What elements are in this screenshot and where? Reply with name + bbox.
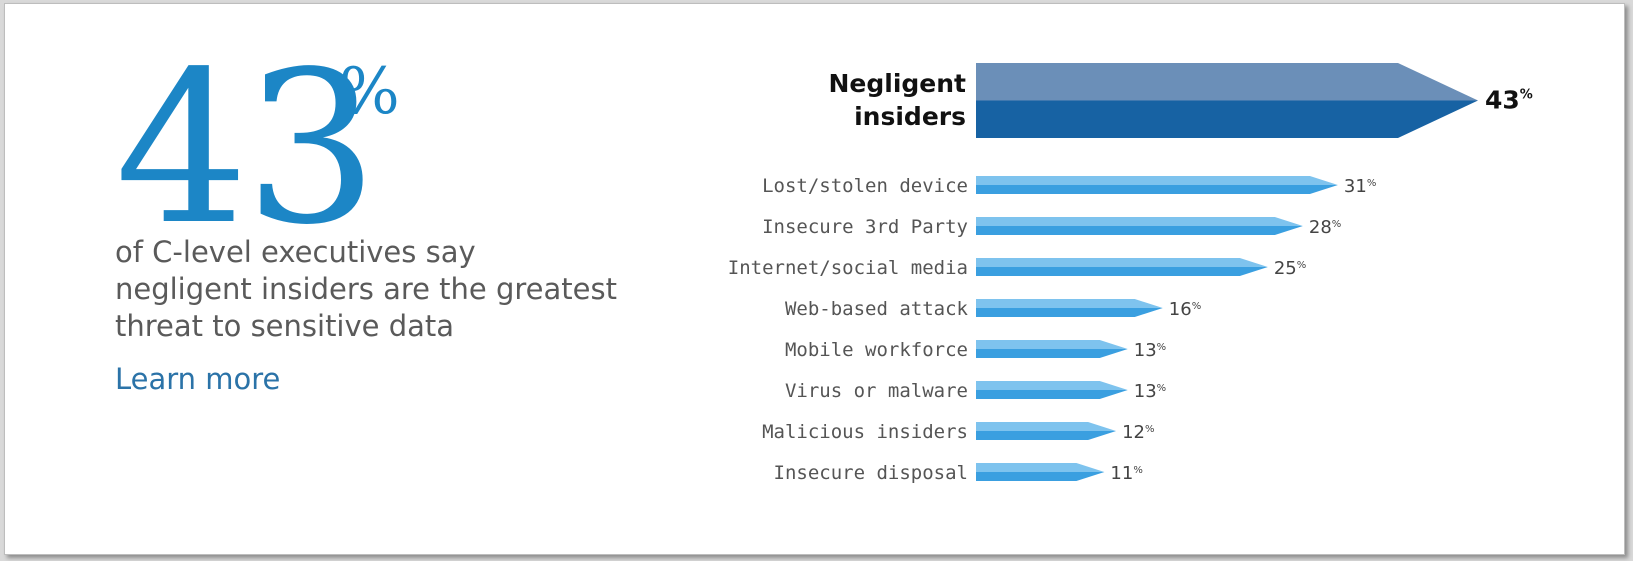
value-label: 12% bbox=[1122, 422, 1154, 443]
caption-line: of C-level executives say bbox=[115, 235, 476, 269]
category-label: Mobile workforce bbox=[785, 339, 968, 361]
bar bbox=[976, 340, 1128, 358]
value-label: 13% bbox=[1134, 381, 1166, 402]
category-label: Internet/social media bbox=[728, 257, 968, 279]
bar-top bbox=[976, 463, 1105, 472]
infographic-panel: 43 % of C-level executives say negligent… bbox=[4, 3, 1625, 555]
bar-highlight bbox=[976, 63, 1478, 138]
value-label: 11% bbox=[1110, 463, 1142, 484]
bar-top bbox=[976, 340, 1128, 349]
bar-top bbox=[976, 422, 1117, 431]
bar-top bbox=[976, 258, 1268, 267]
value-label: 16% bbox=[1169, 299, 1201, 320]
bar bbox=[976, 217, 1303, 235]
bar-bottom bbox=[976, 472, 1105, 481]
bar-bottom bbox=[976, 431, 1117, 440]
category-label: Malicious insiders bbox=[762, 421, 968, 443]
value-label: 43% bbox=[1485, 86, 1533, 115]
value-label: 31% bbox=[1344, 176, 1376, 197]
bar-bottom bbox=[976, 390, 1128, 399]
category-label-highlight: Negligent insiders bbox=[828, 69, 966, 131]
category-label: Web-based attack bbox=[785, 298, 969, 320]
value-label: 25% bbox=[1274, 258, 1306, 279]
caption-line: negligent insiders are the greatest bbox=[115, 272, 617, 306]
bar-highlight-top bbox=[976, 63, 1478, 101]
category-label: Insecure disposal bbox=[774, 462, 968, 484]
bar bbox=[976, 299, 1163, 317]
bar-top bbox=[976, 381, 1128, 390]
threat-bar-chart: Negligent insiders 43% Lost/stolen device 31… bbox=[728, 63, 1533, 484]
category-label: Virus or malware bbox=[785, 380, 968, 402]
bar bbox=[976, 422, 1117, 440]
category-label: Insecure 3rd Party bbox=[762, 216, 968, 238]
bar-bottom bbox=[976, 226, 1303, 235]
bar-bottom bbox=[976, 185, 1338, 194]
learn-more-link[interactable]: Learn more bbox=[115, 362, 281, 396]
value-label: 13% bbox=[1134, 340, 1166, 361]
bar-bottom bbox=[976, 267, 1268, 276]
bar bbox=[976, 176, 1338, 194]
bar-top bbox=[976, 176, 1338, 185]
bar bbox=[976, 463, 1105, 481]
headline-number: 43 bbox=[115, 26, 378, 271]
bar-highlight-bottom bbox=[976, 100, 1478, 138]
bar bbox=[976, 258, 1268, 276]
headline-percent-sign: % bbox=[339, 55, 400, 129]
bar-top bbox=[976, 217, 1303, 226]
bar-bottom bbox=[976, 308, 1163, 317]
bar-bottom bbox=[976, 349, 1128, 358]
caption-line: threat to sensitive data bbox=[115, 309, 455, 343]
value-label: 28% bbox=[1309, 217, 1341, 238]
headline-caption: of C-level executives say negligent insi… bbox=[115, 234, 735, 345]
bar bbox=[976, 381, 1128, 399]
bar-top bbox=[976, 299, 1163, 308]
category-label: Lost/stolen device bbox=[762, 175, 968, 197]
